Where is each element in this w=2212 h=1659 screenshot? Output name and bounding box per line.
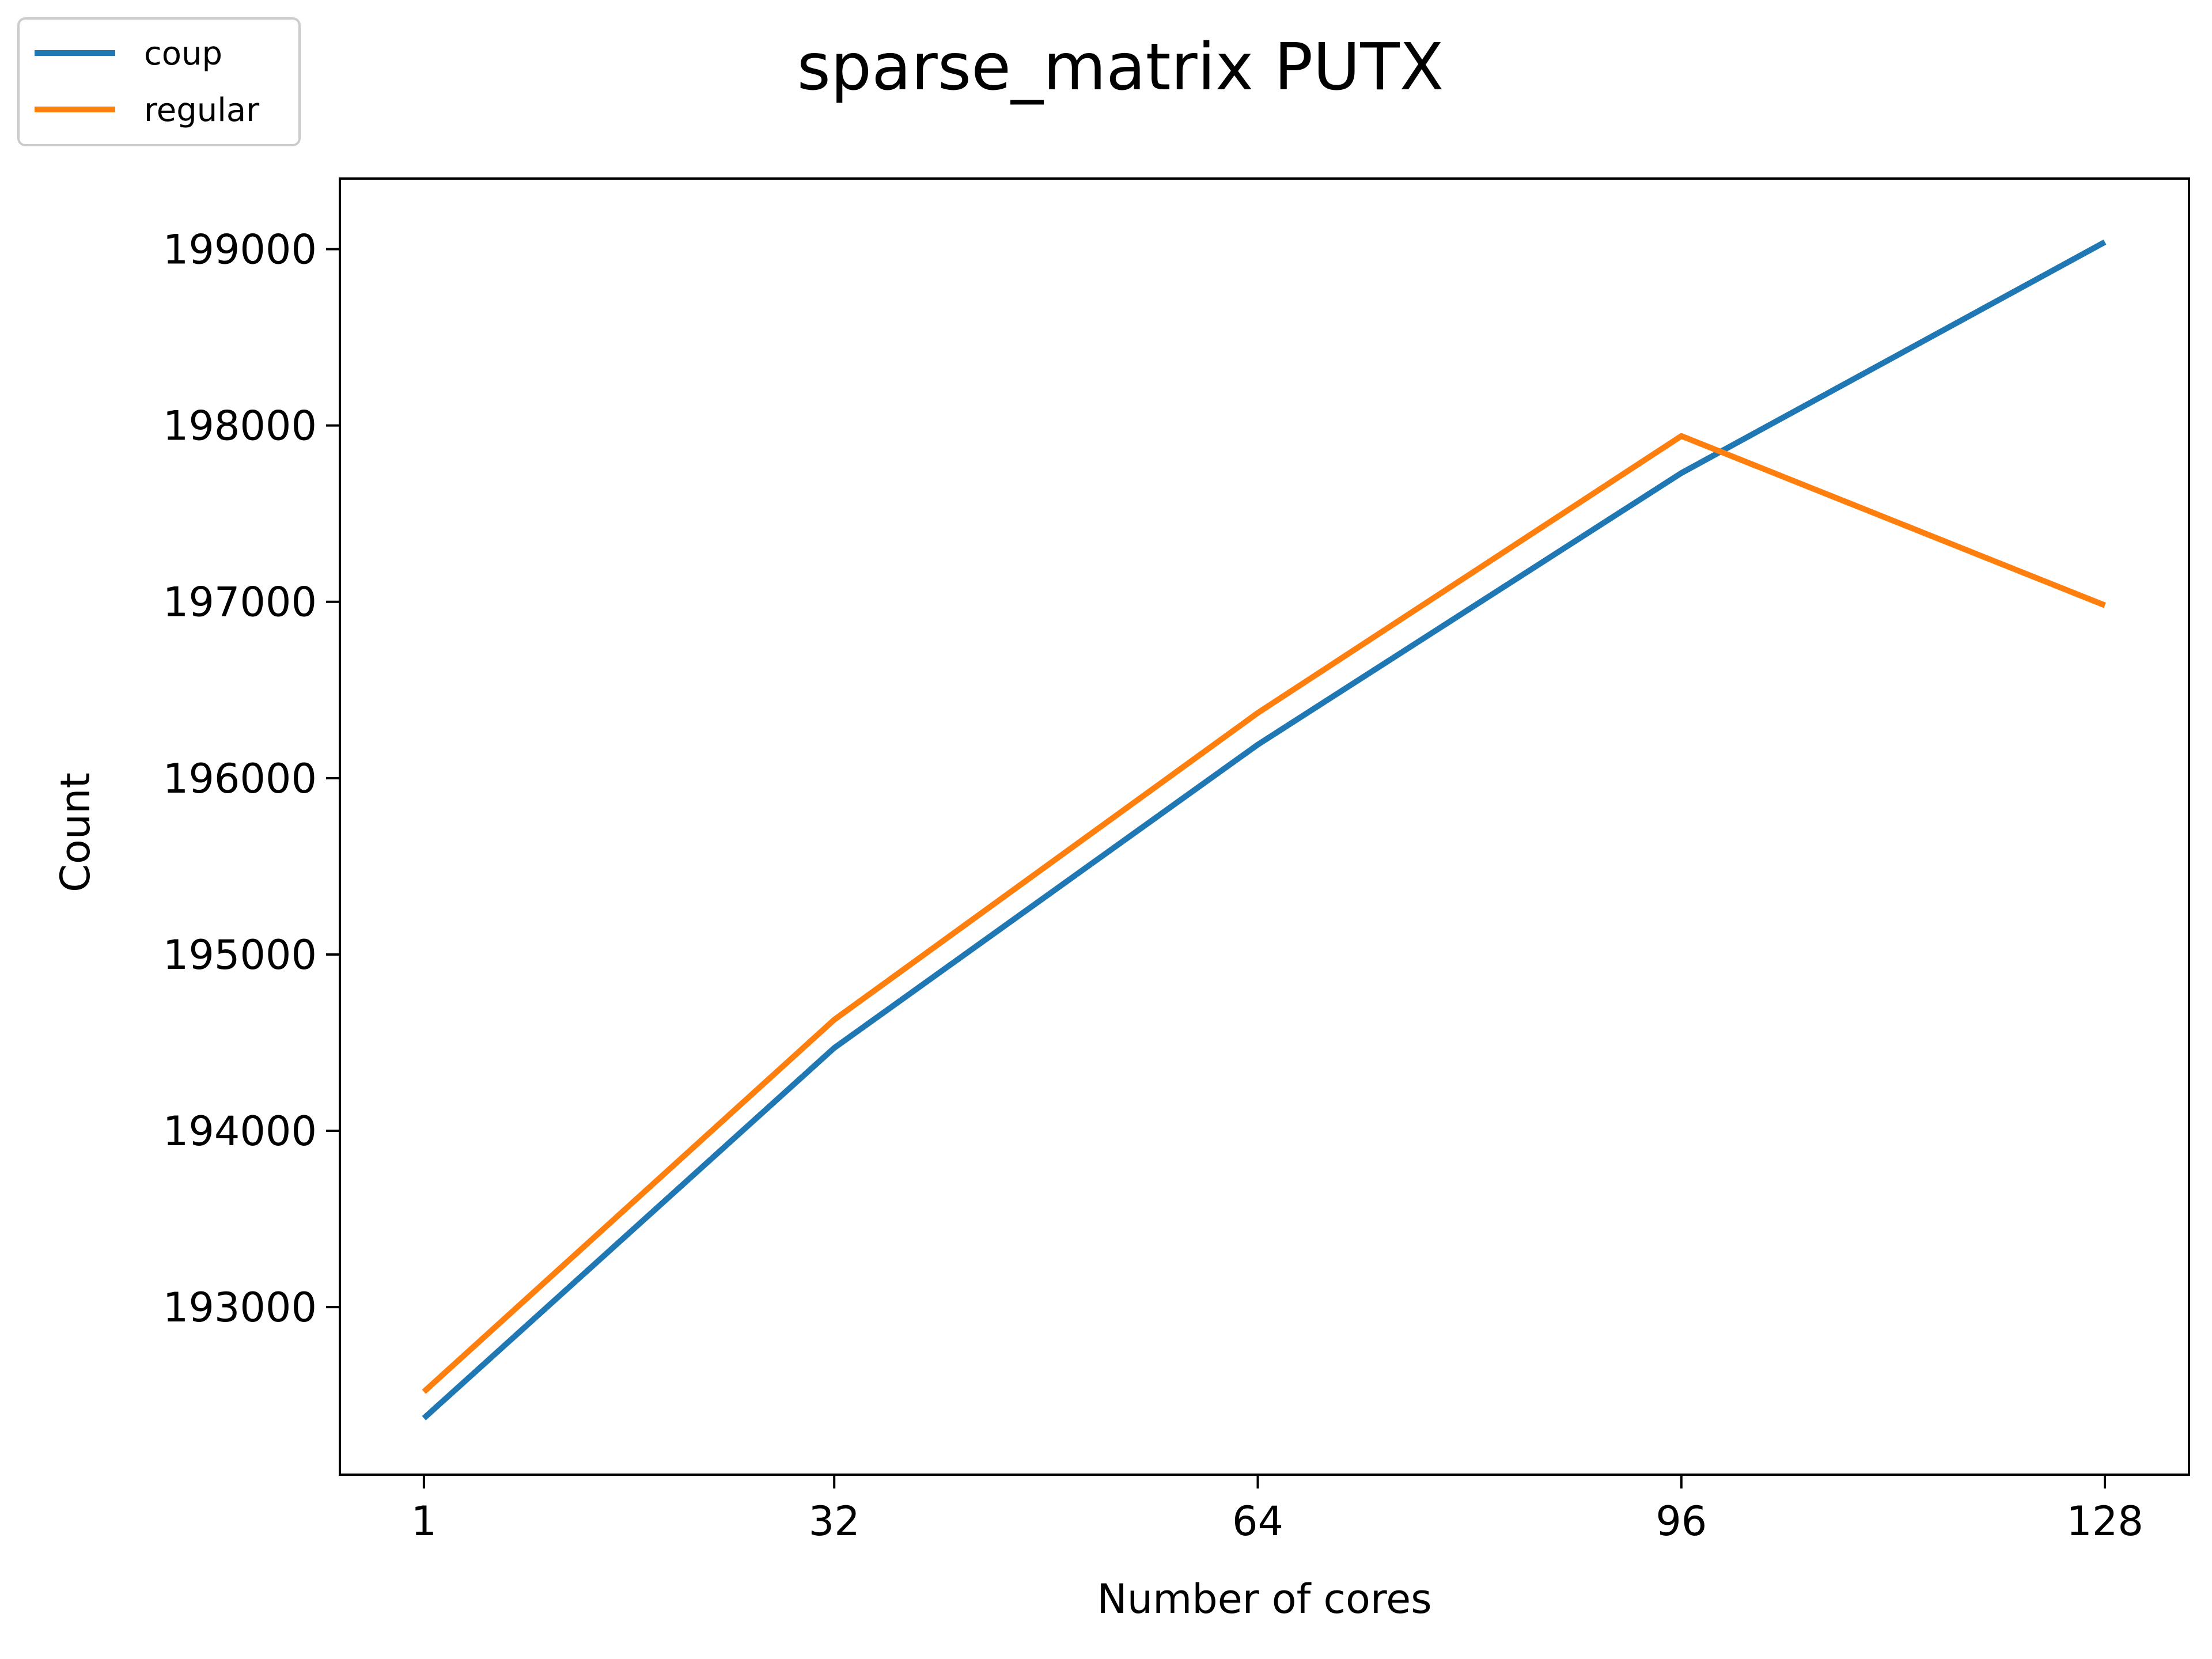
plot-frame [339, 177, 2190, 1476]
plot-area [339, 177, 2190, 1476]
y-tick-label: 196000 [163, 755, 317, 802]
x-tick-label: 128 [2066, 1498, 2143, 1545]
y-axis-label: Count [52, 772, 99, 892]
x-tick-label: 32 [809, 1498, 860, 1545]
y-tick-label: 194000 [163, 1108, 317, 1155]
series-line-regular [422, 433, 2106, 1394]
x-tick-label: 1 [411, 1498, 437, 1545]
x-axis: 1 32 64 96 128 [411, 1475, 2143, 1545]
x-tick-label: 96 [1656, 1498, 1707, 1545]
y-tick-label: 198000 [163, 403, 317, 450]
legend-label-regular: regular [144, 92, 260, 129]
x-tick-label: 64 [1232, 1498, 1283, 1545]
y-tick-label: 199000 [163, 226, 317, 273]
chart-title: sparse_matrix PUTX [797, 30, 1444, 105]
legend: coup regular [17, 17, 301, 146]
x-axis-label: Number of cores [1097, 1575, 1431, 1623]
y-tick-label: 193000 [163, 1284, 317, 1331]
y-tick-label: 195000 [163, 931, 317, 979]
series-line-coup [422, 239, 2107, 1421]
y-tick-label: 197000 [163, 579, 317, 626]
y-axis: 193000 194000 195000 196000 197000 198000 1990… [163, 226, 340, 1331]
legend-label-coup: coup [144, 35, 222, 73]
